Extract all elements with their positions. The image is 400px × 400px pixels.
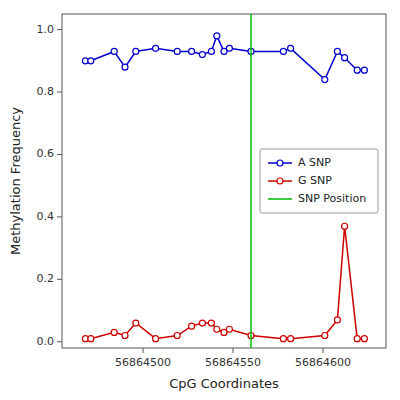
point <box>199 320 205 326</box>
point <box>111 48 117 54</box>
data <box>82 14 367 348</box>
x-tick-label: 56864550 <box>205 356 261 369</box>
point <box>174 48 180 54</box>
y-tick <box>57 92 62 93</box>
point <box>208 48 214 54</box>
point <box>354 336 360 342</box>
point <box>288 45 294 51</box>
point <box>334 317 340 323</box>
y-tick <box>57 279 62 280</box>
plot-frame <box>62 14 386 348</box>
legend-label: A SNP <box>298 156 331 169</box>
y-tick <box>57 154 62 155</box>
legend-label: G SNP <box>298 174 332 187</box>
point <box>214 33 220 39</box>
point <box>88 336 94 342</box>
point <box>288 336 294 342</box>
point <box>354 67 360 73</box>
point <box>342 55 348 61</box>
point <box>361 336 367 342</box>
point <box>122 333 128 339</box>
x-tick-label: 56864600 <box>295 356 351 369</box>
point <box>122 64 128 70</box>
vertical-line <box>250 14 252 348</box>
point <box>226 45 232 51</box>
point <box>208 320 214 326</box>
series-line <box>85 226 364 338</box>
legend: A SNP G SNP SNP Position <box>260 149 378 213</box>
x-axis-label: CpG Coordinates <box>169 376 279 391</box>
point <box>361 67 367 73</box>
legend-label: SNP Position <box>298 192 366 205</box>
y-tick <box>57 29 62 30</box>
point <box>199 52 205 58</box>
point <box>153 336 159 342</box>
y-axis-label: Methylation Frequency <box>8 107 23 255</box>
point <box>133 320 139 326</box>
y-tick <box>57 216 62 217</box>
point <box>111 329 117 335</box>
point <box>214 326 220 332</box>
point <box>153 45 159 51</box>
chart: 0.0 0.2 0.4 0.6 0.8 1.0 56864500 56864550 568646… <box>0 0 400 400</box>
y-tick-label: 0.4 <box>37 210 55 223</box>
series-line <box>85 36 364 80</box>
y-tick <box>57 341 62 342</box>
x-tick <box>233 348 234 353</box>
y-tick-label: 0.8 <box>37 85 55 98</box>
point <box>88 58 94 64</box>
point <box>174 333 180 339</box>
point <box>133 48 139 54</box>
point <box>342 223 348 229</box>
x-tick <box>323 348 324 353</box>
point <box>322 77 328 83</box>
y-tick-label: 0.2 <box>37 272 55 285</box>
legend-marker <box>277 160 283 166</box>
point <box>334 48 340 54</box>
legend-box <box>260 149 378 213</box>
point <box>189 323 195 329</box>
y-tick-label: 0.0 <box>37 335 55 348</box>
y-tick-label: 0.6 <box>37 147 55 160</box>
point <box>189 48 195 54</box>
legend-swatch <box>268 198 292 200</box>
x-tick-label: 56864500 <box>115 356 171 369</box>
x-tick <box>143 348 144 353</box>
point <box>280 48 286 54</box>
point <box>322 333 328 339</box>
y-tick-label: 1.0 <box>37 23 55 36</box>
legend-marker <box>277 178 283 184</box>
point <box>226 326 232 332</box>
point <box>280 336 286 342</box>
